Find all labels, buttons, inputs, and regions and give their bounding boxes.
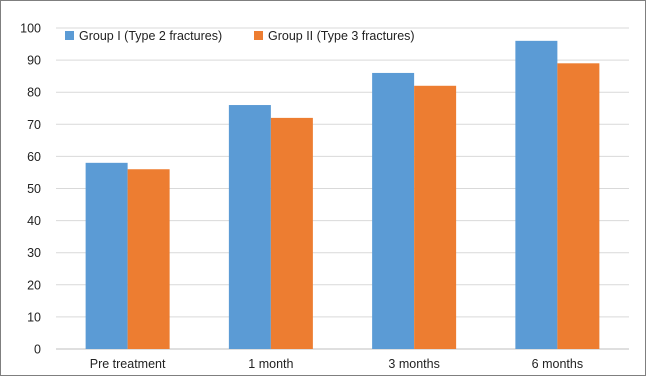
legend-swatch-2 — [254, 31, 263, 40]
axes: 0 10 20 30 40 50 60 70 80 90 100 Pre treatment 1 mon… — [20, 22, 583, 372]
y-tick-label: 10 — [27, 310, 41, 324]
bar-series2-1 — [270, 117, 313, 349]
y-tick-label: 20 — [27, 278, 41, 292]
bar-series1-3 — [515, 40, 558, 350]
x-tick-label: 3 months — [388, 357, 439, 371]
bar-series1-0 — [85, 162, 128, 349]
bar-series1-2 — [372, 72, 415, 349]
bar-series1-1 — [228, 105, 271, 349]
x-tick-label: 1 month — [248, 357, 293, 371]
y-tick-label: 40 — [27, 214, 41, 228]
y-tick-label: 0 — [34, 343, 41, 357]
legend-swatch-1 — [65, 31, 74, 40]
y-tick-label: 30 — [27, 246, 41, 260]
y-tick-label: 50 — [27, 182, 41, 196]
y-tick-label: 60 — [27, 150, 41, 164]
legend-label-2: Group II (Type 3 fractures) — [268, 29, 415, 43]
x-tick-label: 6 months — [532, 357, 583, 371]
bar-series2-3 — [557, 63, 600, 350]
legend: Group I (Type 2 fractures) Group II (Type… — [65, 29, 415, 43]
y-tick-label: 100 — [20, 22, 41, 36]
bar-series2-2 — [414, 85, 457, 349]
y-tick-label: 80 — [27, 86, 41, 100]
y-tick-label: 70 — [27, 118, 41, 132]
x-tick-label: Pre treatment — [90, 357, 166, 371]
y-tick-label: 90 — [27, 54, 41, 68]
bars — [85, 40, 600, 350]
legend-label-1: Group I (Type 2 fractures) — [79, 29, 222, 43]
bar-series2-0 — [127, 169, 170, 349]
